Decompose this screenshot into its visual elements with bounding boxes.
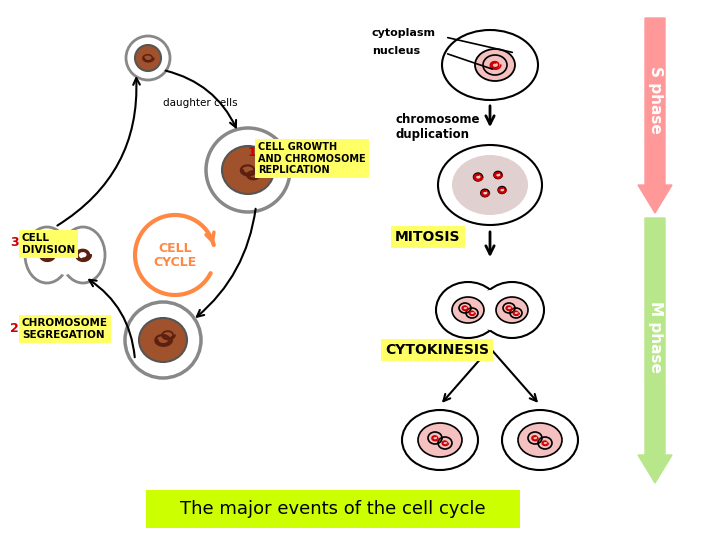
Ellipse shape	[442, 30, 538, 100]
Ellipse shape	[496, 297, 528, 323]
Text: nucleus: nucleus	[372, 46, 420, 56]
Ellipse shape	[139, 318, 187, 362]
Text: CELL
DIVISION: CELL DIVISION	[22, 233, 76, 254]
Ellipse shape	[452, 155, 528, 215]
Ellipse shape	[475, 49, 515, 81]
Text: CELL: CELL	[158, 242, 192, 255]
Ellipse shape	[125, 302, 201, 378]
Text: M phase: M phase	[647, 301, 662, 373]
Ellipse shape	[438, 145, 542, 225]
Ellipse shape	[518, 423, 562, 457]
Text: CYCLE: CYCLE	[153, 256, 197, 269]
Text: 2: 2	[10, 321, 19, 334]
Text: daughter cells: daughter cells	[163, 98, 238, 108]
Text: 1: 1	[248, 145, 257, 159]
Ellipse shape	[135, 45, 161, 71]
Ellipse shape	[402, 410, 478, 470]
Text: cytoplasm: cytoplasm	[372, 28, 436, 38]
Text: MITOSIS: MITOSIS	[395, 230, 461, 244]
Ellipse shape	[61, 227, 105, 283]
FancyArrow shape	[638, 18, 672, 213]
Text: 3: 3	[10, 237, 19, 249]
Text: The major events of the cell cycle: The major events of the cell cycle	[180, 500, 486, 518]
Ellipse shape	[222, 146, 274, 194]
Ellipse shape	[452, 297, 484, 323]
Ellipse shape	[478, 290, 502, 330]
Ellipse shape	[54, 235, 76, 275]
Ellipse shape	[206, 128, 290, 212]
Text: S phase: S phase	[647, 66, 662, 134]
FancyArrow shape	[638, 218, 672, 483]
FancyBboxPatch shape	[146, 490, 520, 528]
Ellipse shape	[436, 282, 500, 338]
Ellipse shape	[480, 282, 544, 338]
Text: CYTOKINESIS: CYTOKINESIS	[385, 343, 489, 357]
Text: chromosome
duplication: chromosome duplication	[395, 113, 480, 141]
Text: CELL GROWTH
AND CHROMOSOME
REPLICATION: CELL GROWTH AND CHROMOSOME REPLICATION	[258, 142, 366, 175]
Text: CHROMOSOME
SEGREGATION: CHROMOSOME SEGREGATION	[22, 318, 108, 340]
Ellipse shape	[418, 423, 462, 457]
Ellipse shape	[25, 227, 69, 283]
Ellipse shape	[126, 36, 170, 80]
Ellipse shape	[502, 410, 578, 470]
